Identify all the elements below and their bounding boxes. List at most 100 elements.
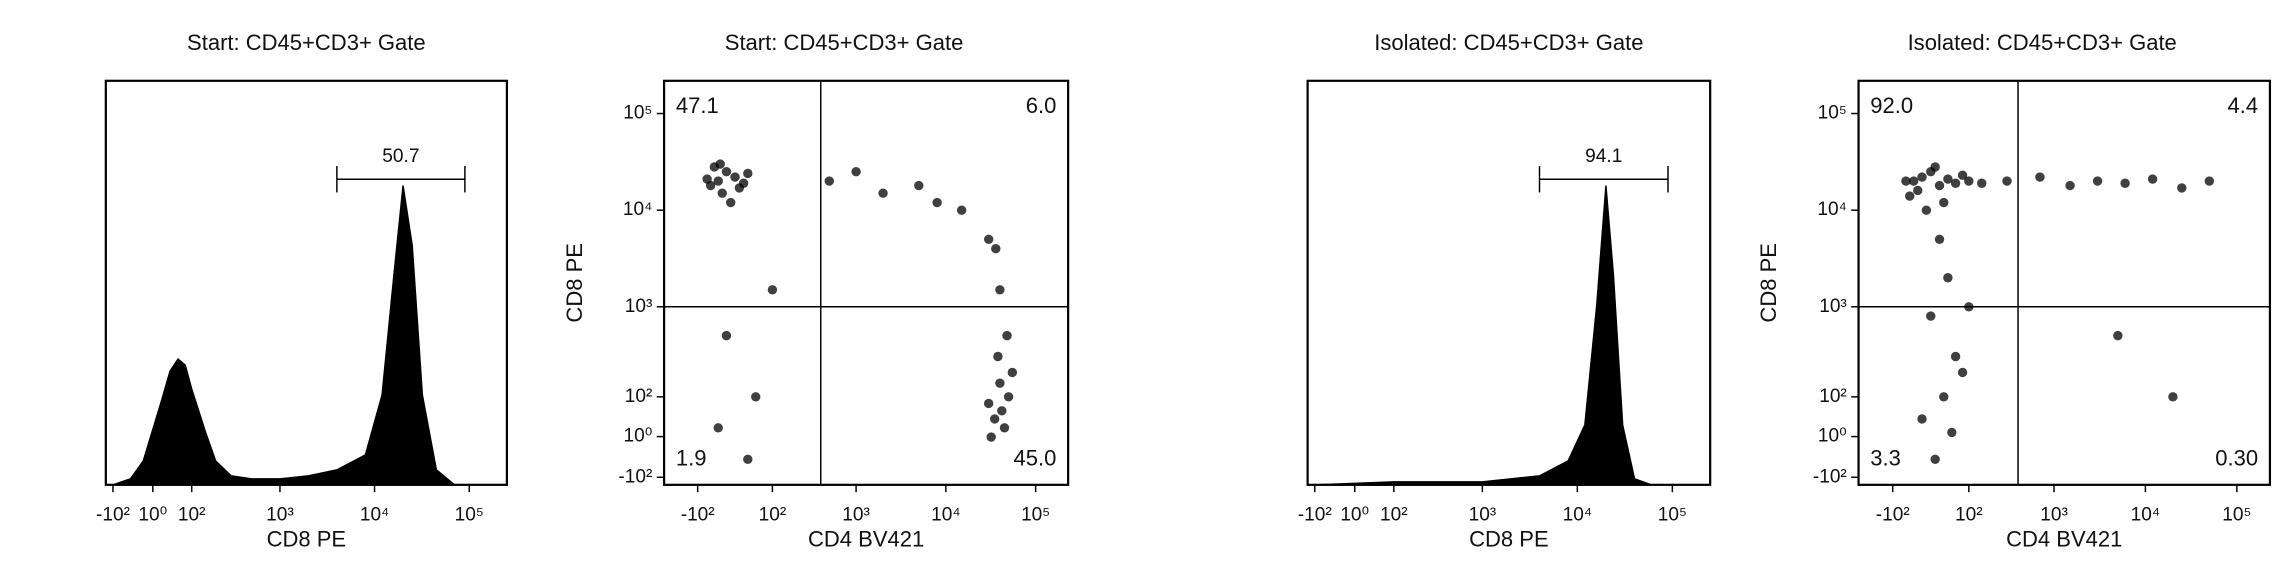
y-axis-label: CD8 PE xyxy=(1756,243,1781,323)
x-axis-label: CD8 PE xyxy=(1469,526,1549,551)
event-dot xyxy=(2204,176,2215,186)
x-tick-label: 10³ xyxy=(2040,505,2068,526)
gate-value: 94.1 xyxy=(1585,146,1622,167)
quadrant-percent: 0.30 xyxy=(2215,446,2258,471)
x-tick-label: 10⁴ xyxy=(931,505,960,526)
plot-frame xyxy=(104,79,509,486)
event-dot xyxy=(824,176,834,186)
event-dot xyxy=(1943,174,1953,184)
event-dot xyxy=(1950,178,1961,188)
y-tick-label: 10⁵ xyxy=(623,103,652,124)
event-dot xyxy=(1930,162,1940,172)
x-tick-label: 10² xyxy=(1955,505,1983,526)
event-dot xyxy=(1957,367,1968,378)
event-dot xyxy=(1977,178,1987,188)
event-dot xyxy=(1913,185,1923,196)
y-axis-label: CD8 PE xyxy=(562,243,587,323)
panel-title: Start: CD45+CD3+ Gate xyxy=(725,30,964,55)
x-tick-label: 10⁴ xyxy=(1563,505,1592,526)
panel-title: Start: CD45+CD3+ Gate xyxy=(187,30,426,55)
gate-value: 50.7 xyxy=(382,146,419,167)
y-tick-label: 10³ xyxy=(625,296,653,317)
x-tick-label: 10⁵ xyxy=(455,505,484,526)
event-dot xyxy=(1947,427,1957,438)
y-tick-label: 10⁴ xyxy=(623,199,652,220)
event-dot xyxy=(997,406,1007,416)
x-tick-label: -10² xyxy=(96,505,130,526)
y-tick-label: 10⁰ xyxy=(623,426,652,447)
event-dot xyxy=(702,174,712,184)
y-tick-label: 10² xyxy=(625,386,653,407)
event-dot xyxy=(743,454,753,465)
event-dot xyxy=(713,176,723,186)
event-dot xyxy=(1957,170,1968,180)
event-dot xyxy=(1917,414,1927,424)
event-dot xyxy=(1002,330,1012,341)
event-dot xyxy=(2092,176,2103,186)
event-dot xyxy=(743,168,753,179)
event-dot xyxy=(1943,273,1953,283)
event-dot xyxy=(1921,205,1932,215)
event-dot xyxy=(1964,176,1974,186)
histogram-area xyxy=(112,185,457,486)
x-tick-label: -10² xyxy=(1298,505,1332,526)
event-dot xyxy=(2065,180,2075,191)
event-dot xyxy=(734,183,745,193)
x-tick-label: 10⁰ xyxy=(1340,505,1369,526)
x-axis-label: CD8 PE xyxy=(267,526,347,551)
x-tick-label: 10³ xyxy=(1469,505,1497,526)
event-dot xyxy=(2035,172,2045,182)
x-tick-label: 10⁵ xyxy=(1658,505,1687,526)
event-dot xyxy=(767,285,778,295)
event-dot xyxy=(715,159,725,169)
event-dot xyxy=(751,392,761,402)
event-dot xyxy=(1003,392,1014,402)
x-tick-label: 10⁵ xyxy=(1021,505,1050,526)
event-dot xyxy=(1950,351,1961,362)
event-dot xyxy=(1934,234,1945,244)
x-tick-label: 10³ xyxy=(266,505,294,526)
event-dot xyxy=(914,180,924,191)
event-dot xyxy=(991,243,1001,254)
plot-frame xyxy=(1306,79,1712,486)
event-dot xyxy=(1901,176,1911,186)
event-dot xyxy=(989,414,1000,424)
plot-frame xyxy=(1857,79,2272,486)
x-tick-label: 10² xyxy=(178,505,206,526)
event-dot xyxy=(721,167,732,177)
x-tick-label: 10⁰ xyxy=(138,505,167,526)
event-dot xyxy=(2177,183,2187,193)
quadrant-percent: 92.0 xyxy=(1870,93,1913,118)
x-tick-label: -10² xyxy=(1876,505,1910,526)
y-tick-label: 10⁵ xyxy=(1818,103,1847,124)
event-dot xyxy=(1007,367,1018,378)
event-dot xyxy=(999,423,1010,433)
event-dot xyxy=(1930,454,1940,465)
x-axis-label: CD4 BV421 xyxy=(2006,526,2122,551)
event-dot xyxy=(983,398,994,409)
histogram-area xyxy=(1314,185,1652,486)
event-dot xyxy=(2113,330,2123,341)
panel-title: Isolated: CD45+CD3+ Gate xyxy=(1374,30,1643,55)
event-dot xyxy=(721,330,732,341)
event-dot xyxy=(1926,311,1936,321)
y-tick-label: -10² xyxy=(1813,466,1847,487)
event-dot xyxy=(2120,178,2130,188)
quadrant-percent: 4.4 xyxy=(2228,93,2259,118)
x-tick-label: 10⁵ xyxy=(2222,505,2251,526)
event-dot xyxy=(2147,174,2158,184)
x-tick-label: 10³ xyxy=(842,505,870,526)
event-dot xyxy=(932,197,942,208)
event-dot xyxy=(726,197,736,208)
event-dot xyxy=(986,432,996,442)
x-tick-label: 10² xyxy=(759,505,787,526)
event-dot xyxy=(995,378,1005,388)
event-dot xyxy=(1905,191,1915,201)
event-dot xyxy=(878,188,888,198)
event-dot xyxy=(2002,176,2012,186)
event-dot xyxy=(717,188,727,198)
quadrant-percent: 3.3 xyxy=(1870,446,1901,471)
event-dot xyxy=(956,205,967,215)
